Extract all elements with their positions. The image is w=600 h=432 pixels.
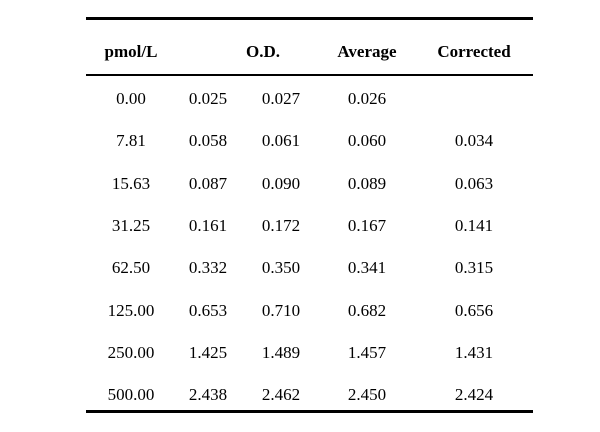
cell-od-2: 0.172 bbox=[261, 216, 301, 235]
cell-concentration: 7.81 bbox=[116, 131, 146, 150]
cell-od-2: 0.710 bbox=[261, 301, 301, 320]
cell-concentration: 250.00 bbox=[107, 343, 155, 362]
cell-od-2: 2.462 bbox=[261, 385, 301, 404]
cell-od-1: 2.438 bbox=[188, 385, 228, 404]
cell-corrected: 2.424 bbox=[454, 385, 494, 404]
cell-od-2: 1.489 bbox=[261, 343, 301, 362]
cell-od-2: 0.350 bbox=[261, 258, 301, 277]
cell-od-2: 0.027 bbox=[261, 89, 301, 108]
cell-od-1: 0.058 bbox=[188, 131, 228, 150]
table-top-rule bbox=[86, 17, 533, 20]
cell-corrected: 0.141 bbox=[454, 216, 494, 235]
cell-corrected: 0.315 bbox=[454, 258, 494, 277]
header-pmol: pmol/L bbox=[104, 42, 158, 61]
cell-od-1: 0.025 bbox=[188, 89, 228, 108]
cell-concentration: 500.00 bbox=[107, 385, 155, 404]
cell-concentration: 62.50 bbox=[111, 258, 151, 277]
header-od: O.D. bbox=[246, 42, 280, 61]
cell-corrected: 1.431 bbox=[454, 343, 494, 362]
table-bottom-rule bbox=[86, 410, 533, 413]
cell-average: 0.089 bbox=[347, 174, 387, 193]
cell-corrected: 0.656 bbox=[454, 301, 494, 320]
cell-average: 1.457 bbox=[347, 343, 387, 362]
cell-od-1: 0.161 bbox=[188, 216, 228, 235]
cell-od-2: 0.061 bbox=[261, 131, 301, 150]
cell-average: 0.341 bbox=[347, 258, 387, 277]
cell-average: 0.682 bbox=[347, 301, 387, 320]
cell-average: 0.026 bbox=[347, 89, 387, 108]
cell-average: 2.450 bbox=[347, 385, 387, 404]
cell-concentration: 0.00 bbox=[116, 89, 146, 108]
cell-concentration: 125.00 bbox=[107, 301, 155, 320]
cell-average: 0.060 bbox=[347, 131, 387, 150]
cell-od-1: 0.653 bbox=[188, 301, 228, 320]
cell-concentration: 31.25 bbox=[111, 216, 151, 235]
cell-corrected: 0.063 bbox=[454, 174, 494, 193]
cell-corrected: 0.034 bbox=[454, 131, 494, 150]
cell-concentration: 15.63 bbox=[111, 174, 151, 193]
cell-od-2: 0.090 bbox=[261, 174, 301, 193]
header-corrected: Corrected bbox=[437, 42, 511, 61]
header-average: Average bbox=[337, 42, 397, 61]
cell-od-1: 0.332 bbox=[188, 258, 228, 277]
cell-average: 0.167 bbox=[347, 216, 387, 235]
header-rule bbox=[86, 74, 533, 76]
cell-od-1: 0.087 bbox=[188, 174, 228, 193]
cell-od-1: 1.425 bbox=[188, 343, 228, 362]
